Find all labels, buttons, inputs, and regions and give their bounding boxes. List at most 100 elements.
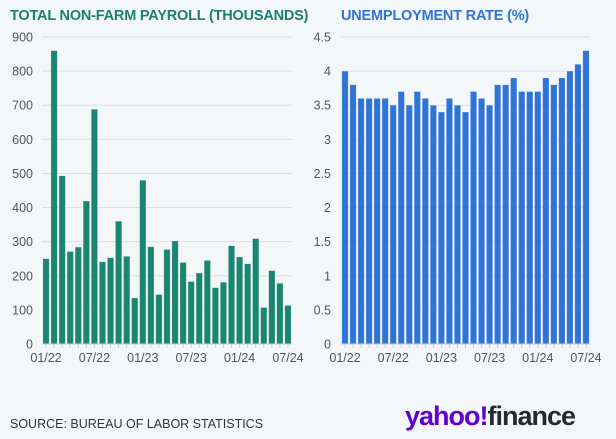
payroll-bar [268,270,276,345]
payroll-x-tick-label: 01/22 [30,351,61,365]
unemployment-bar [494,84,502,345]
payroll-bar [58,175,66,345]
unemployment-y-tick-label: 2 [324,201,331,215]
unemployment-y-tick-label: 1 [324,269,331,283]
payroll-bar [236,256,244,345]
unemployment-bar [405,104,413,345]
payroll-bar [203,260,211,345]
logo-yahoo: yahoo! [405,401,489,431]
payroll-y-tick-label: 200 [12,269,33,283]
unemployment-bar [429,104,437,345]
payroll-bar [82,200,90,345]
payroll-bar [90,109,98,345]
unemployment-bar [478,98,485,345]
source-note: SOURCE: BUREAU OF LABOR STATISTICS [10,417,264,431]
unemployment-bar [510,77,518,345]
payroll-x-tick-label: 07/24 [272,351,303,365]
payroll-bar [220,281,227,345]
payroll-bar [244,263,252,345]
unemployment-bar [341,70,349,345]
unemployment-bar [582,50,590,345]
unemployment-bar [397,91,405,345]
unemployment-y-tick-label: 2.5 [314,167,331,181]
unemployment-bar [566,70,574,345]
unemployment-y-tick-label: 3 [324,133,331,147]
unemployment-bar [413,91,421,345]
payroll-y-tick-label: 300 [12,235,33,249]
logo-finance: finance [487,401,577,431]
payroll-bar [139,179,147,345]
payroll-bar [171,240,179,345]
unemployment-y-tick-label: 0.5 [314,303,331,317]
payroll-y-tick-label: 600 [12,133,33,147]
payroll-bar [163,249,171,345]
unemployment-bar [574,63,582,345]
unemployment-bar [462,111,469,345]
payroll-bar [179,262,187,345]
unemployment-x-tick-label: 07/24 [570,351,601,365]
unemployment-bar [454,104,461,345]
payroll-bar [228,245,235,345]
unemployment-bar [486,104,494,345]
payroll-bar [123,256,131,345]
payroll-y-tick-label: 500 [12,167,33,181]
unemployment-y-tick-label: 3.5 [314,99,331,113]
payroll-chart-title: TOTAL NON-FARM PAYROLL (THOUSANDS) [10,8,309,24]
payroll-y-tick-label: 100 [12,303,33,317]
payroll-bar [211,287,219,345]
unemployment-bar [421,98,429,345]
payroll-y-tick-label: 400 [12,201,33,215]
unemployment-x-tick-label: 01/23 [426,351,457,365]
payroll-bar [42,258,50,345]
unemployment-bar [446,98,453,345]
unemployment-y-tick-label: 0 [324,338,331,352]
unemployment-bar [542,77,550,345]
unemployment-bar [558,77,566,345]
unemployment-bar [381,98,389,345]
payroll-bar [50,50,58,345]
unemployment-y-tick-label: 4 [324,65,331,79]
unemployment-bar [526,91,534,345]
unemployment-x-tick-label: 01/24 [522,351,553,365]
unemployment-bar [437,111,445,345]
payroll-bar [99,261,106,345]
payroll-bar [260,307,268,345]
unemployment-bar [534,91,542,345]
payroll-y-tick-label: 900 [12,31,33,45]
unemployment-bar [389,104,397,345]
unemployment-bar [365,98,373,345]
payroll-bar [195,272,203,345]
payroll-bar [66,251,74,345]
unemployment-y-tick-label: 4.5 [314,31,331,45]
yahoo-finance-logo: yahoo!finance [405,401,577,432]
unemployment-bar [550,84,558,345]
payroll-x-tick-label: 01/23 [127,351,158,365]
unemployment-bar [349,84,357,345]
payroll-bar [115,220,123,345]
payroll-x-tick-label: 01/24 [224,351,255,365]
unemployment-bar [470,91,477,345]
unemployment-bar [502,84,510,345]
payroll-x-tick-label: 07/22 [79,351,110,365]
payroll-bar [252,238,260,345]
payroll-bar [284,305,292,345]
payroll-bar [155,294,163,345]
payroll-bar [187,281,195,345]
unemployment-x-tick-label: 07/23 [474,351,505,365]
payroll-bar [107,257,114,345]
unemployment-bar [518,91,526,345]
unemployment-x-tick-label: 07/22 [378,351,409,365]
payroll-bar [276,282,284,345]
payroll-y-tick-label: 800 [12,65,33,79]
unemployment-chart-title: UNEMPLOYMENT RATE (%) [341,8,530,24]
unemployment-bar [373,98,381,345]
payroll-bar [147,246,155,345]
payroll-y-tick-label: 700 [12,99,33,113]
payroll-y-tick-label: 0 [26,338,33,352]
unemployment-bar [357,98,365,345]
unemployment-y-tick-label: 1.5 [314,235,331,249]
payroll-bar [74,246,82,345]
payroll-bar [131,297,139,345]
